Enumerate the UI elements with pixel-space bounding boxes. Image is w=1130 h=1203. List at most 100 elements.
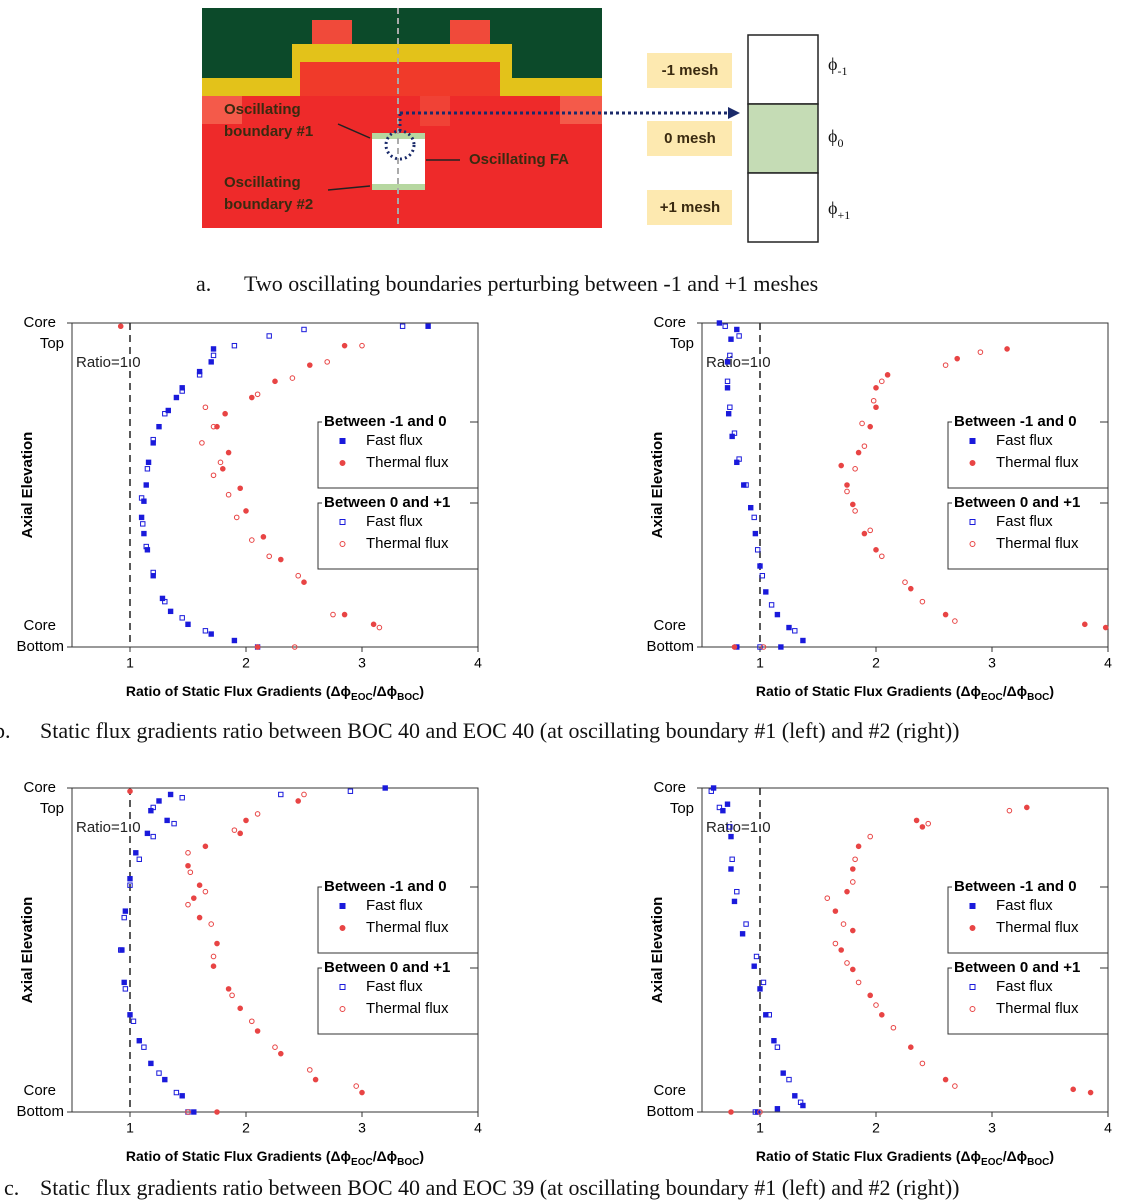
legend-title-bg: [322, 413, 470, 431]
point: [278, 556, 284, 563]
point: [724, 385, 731, 391]
point: [341, 611, 348, 618]
point: [867, 423, 874, 430]
point: [852, 508, 858, 514]
legend-marker: [339, 460, 346, 466]
point: [743, 921, 749, 927]
point: [214, 940, 220, 947]
legend-label: Fast flux: [366, 432, 423, 449]
point: [902, 579, 908, 586]
x-axis-label: Ratio of Static Flux Gradients (ΔϕEOC/Δϕ…: [126, 683, 424, 703]
point: [143, 482, 149, 488]
point: [870, 397, 877, 404]
point: [145, 459, 152, 466]
x-axis-label-part: EOC: [351, 1157, 373, 1168]
x-tick-label: 3: [358, 655, 366, 671]
point: [138, 514, 145, 521]
point: [942, 611, 949, 618]
point: [185, 1109, 191, 1115]
point: [210, 963, 217, 970]
y-tick-label: Core Bottom: [646, 1082, 694, 1120]
caption-letter: b.: [0, 718, 11, 743]
point: [187, 869, 194, 876]
point: [148, 1060, 154, 1067]
point: [743, 482, 749, 488]
legend-label: Fast flux: [366, 978, 423, 995]
point: [165, 407, 171, 414]
caption-letter: a.: [196, 271, 211, 296]
point: [196, 882, 203, 889]
point: [725, 411, 732, 417]
point: [852, 856, 858, 863]
x-axis-label-part: ): [1049, 683, 1054, 699]
x-axis-label-part: EOC: [981, 692, 1003, 703]
point: [766, 1012, 772, 1018]
point: [954, 355, 961, 362]
x-tick-label: 1: [126, 655, 134, 671]
point: [330, 611, 336, 618]
point: [278, 1050, 284, 1057]
x-tick-label: 4: [1104, 655, 1112, 671]
point: [720, 807, 726, 814]
point: [852, 466, 858, 472]
point: [150, 569, 156, 576]
point: [873, 547, 879, 553]
y-tick-label: Core Top: [23, 314, 64, 352]
point: [855, 979, 862, 986]
legend-marker: [969, 460, 976, 466]
x-tick-label: 4: [474, 1120, 482, 1136]
point: [1004, 346, 1010, 352]
point: [278, 791, 284, 798]
point: [844, 960, 850, 966]
point: [249, 537, 255, 543]
x-axis-label-part: ): [419, 683, 424, 699]
point: [266, 333, 272, 339]
point: [127, 882, 133, 888]
point: [774, 1106, 781, 1112]
point: [202, 888, 209, 895]
point: [861, 443, 868, 449]
legend-marker: [339, 541, 346, 547]
point: [884, 372, 891, 378]
point: [370, 621, 377, 628]
plot-frame: [701, 322, 1109, 648]
point: [150, 804, 156, 811]
plot-frame: [71, 787, 479, 1113]
point: [736, 333, 742, 339]
point: [127, 788, 133, 795]
point: [225, 449, 232, 456]
legend-label: Fast flux: [996, 432, 1053, 449]
y-tick-label: Core Bottom: [16, 1082, 64, 1120]
mesh-label: 0 mesh: [664, 130, 716, 147]
point: [121, 914, 127, 921]
point: [879, 378, 885, 385]
point: [301, 791, 307, 798]
point: [919, 824, 926, 830]
point: [130, 1018, 137, 1024]
legend-marker: [969, 519, 976, 525]
plot-frame: [701, 787, 1109, 1113]
point: [196, 372, 203, 378]
legend-label: Thermal flux: [996, 454, 1079, 471]
point: [233, 514, 240, 521]
point: [141, 1044, 147, 1050]
x-axis-label: Ratio of Static Flux Gradients (ΔϕEOC/Δϕ…: [126, 1148, 424, 1168]
legend-label: Fast flux: [996, 513, 1053, 530]
chart: 1 2 3 4 Core Bottom Core Top Axial Elevation Rati…: [646, 314, 1112, 703]
point: [156, 423, 162, 430]
chart: 1 2 3 4 Core Bottom Core Top Axial Elevation Rati…: [646, 779, 1112, 1168]
point: [844, 888, 850, 895]
point: [867, 527, 874, 534]
point: [202, 628, 209, 634]
point: [167, 791, 174, 798]
point: [792, 628, 798, 634]
point: [220, 466, 226, 472]
point: [179, 795, 185, 801]
x-tick-label: 3: [988, 655, 996, 671]
point: [179, 388, 185, 394]
legend-label: Thermal flux: [996, 535, 1079, 552]
x-tick-label: 4: [474, 655, 482, 671]
point: [217, 459, 224, 466]
point: [797, 1099, 804, 1105]
point: [708, 788, 714, 794]
